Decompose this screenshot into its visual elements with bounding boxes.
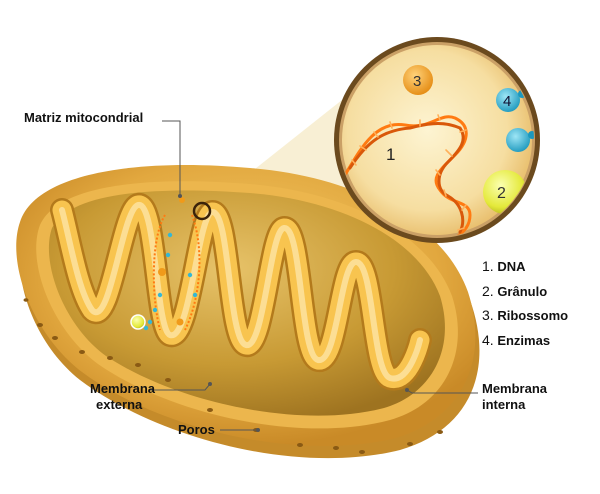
zoom-number-2: 2 <box>497 185 506 202</box>
label-membrana-externa-line1: Membrana <box>90 381 156 396</box>
enzyme <box>506 128 530 152</box>
matrix-contents <box>130 197 201 331</box>
inner-membrane-cristae <box>50 193 432 391</box>
ribosome <box>403 65 433 95</box>
leader-matriz <box>162 120 181 196</box>
label-poros: Poros <box>178 422 215 437</box>
dna-strand <box>343 114 472 237</box>
label-membrana-interna-line1: Membrana <box>482 381 548 396</box>
granule-small <box>130 314 146 330</box>
zoom-number-3: 3 <box>413 73 421 90</box>
leader-membrana-externa <box>150 383 211 391</box>
legend-item: 4. Enzimas <box>482 331 551 348</box>
legend-item: 2. Grânulo <box>482 282 548 299</box>
label-matriz-mitocondrial: Matriz mitocondrial <box>24 110 144 125</box>
label-membrana-externa-line2: externa <box>96 397 143 412</box>
label-membrana-interna-line2: interna <box>482 397 526 412</box>
ribosome-small <box>176 318 184 326</box>
legend-item: 1. DNA <box>482 258 526 274</box>
legend-item: 3. Ribossomo <box>482 307 569 323</box>
zoom-number-4: 4 <box>503 93 511 110</box>
ribosome-small <box>179 197 185 203</box>
ribosome-small <box>158 268 166 276</box>
zoom-number-1: 1 <box>386 145 395 164</box>
enzyme <box>496 88 520 112</box>
legend: 1. DNA 2. Grânulo 3. Ribossomo 4. Enzima… <box>482 258 568 356</box>
zoom-target-marker <box>192 201 212 221</box>
zoom-inset: 1 2 3 4 <box>334 37 540 243</box>
